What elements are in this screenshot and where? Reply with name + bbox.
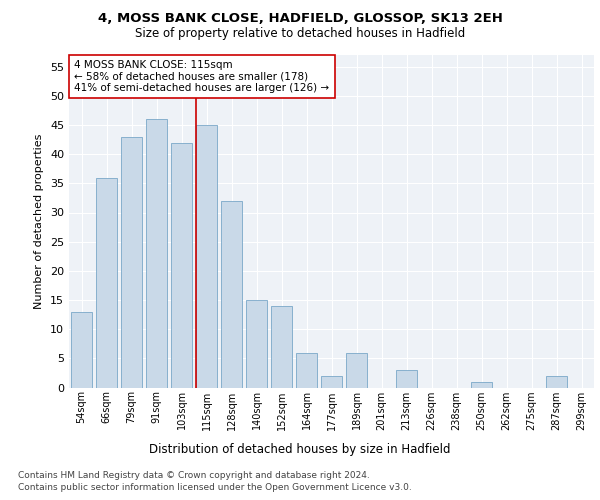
Bar (471, 382, 492, 388)
Bar (321, 376, 342, 388)
Text: 4, MOSS BANK CLOSE, HADFIELD, GLOSSOP, SK13 2EH: 4, MOSS BANK CLOSE, HADFIELD, GLOSSOP, S… (98, 12, 502, 26)
Bar (221, 201, 242, 388)
Y-axis label: Number of detached properties: Number of detached properties (34, 134, 44, 309)
Bar (146, 119, 167, 388)
Bar (396, 370, 417, 388)
Bar (296, 352, 317, 388)
Bar (196, 125, 217, 388)
Text: Size of property relative to detached houses in Hadfield: Size of property relative to detached ho… (135, 28, 465, 40)
Bar (246, 300, 267, 388)
Bar (96, 178, 117, 388)
Text: 4 MOSS BANK CLOSE: 115sqm
← 58% of detached houses are smaller (178)
41% of semi: 4 MOSS BANK CLOSE: 115sqm ← 58% of detac… (74, 60, 329, 93)
Bar (171, 142, 192, 388)
Bar (71, 312, 92, 388)
Bar (546, 376, 567, 388)
Bar (271, 306, 292, 388)
Bar (121, 136, 142, 388)
Bar (346, 352, 367, 388)
Text: Distribution of detached houses by size in Hadfield: Distribution of detached houses by size … (149, 442, 451, 456)
Text: Contains HM Land Registry data © Crown copyright and database right 2024.: Contains HM Land Registry data © Crown c… (18, 471, 370, 480)
Text: Contains public sector information licensed under the Open Government Licence v3: Contains public sector information licen… (18, 483, 412, 492)
